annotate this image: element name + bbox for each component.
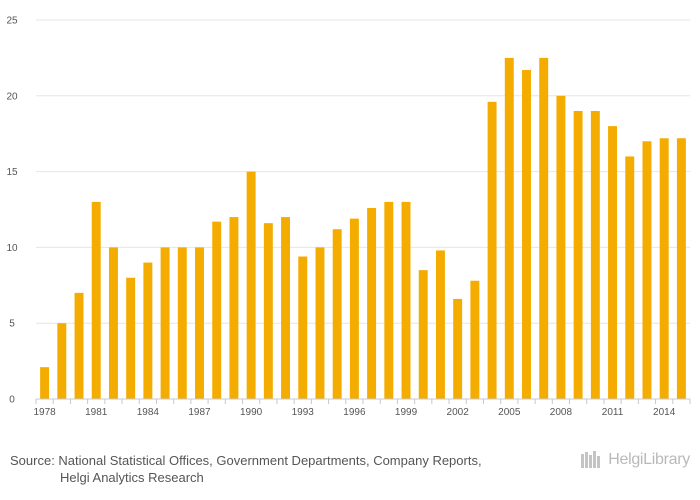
x-tick-label: 2014 <box>653 407 676 418</box>
y-tick-label: 10 <box>6 243 18 254</box>
x-tick-label: 1987 <box>188 407 211 418</box>
x-tick-label: 1978 <box>33 407 56 418</box>
bar-2013 <box>642 141 652 399</box>
bar-1993 <box>298 256 308 399</box>
bar-2001 <box>435 250 445 399</box>
library-icon <box>581 451 601 468</box>
source-line-1: Source: National Statistical Offices, Go… <box>10 453 482 468</box>
bar-2002 <box>453 298 463 399</box>
bar-1999 <box>401 201 411 399</box>
bar-1981 <box>91 201 101 399</box>
x-tick-label: 1999 <box>395 407 418 418</box>
bar-1979 <box>57 323 67 399</box>
y-tick-label: 25 <box>6 16 18 27</box>
bar-1989 <box>229 217 239 399</box>
x-tick-label: 2011 <box>602 407 624 418</box>
y-tick-label: 20 <box>6 91 18 102</box>
bar-1983 <box>126 277 136 399</box>
bar-1984 <box>143 262 153 399</box>
source-line-2: Helgi Analytics Research <box>60 470 204 485</box>
bar-2005 <box>504 57 514 400</box>
bar-1982 <box>108 247 118 399</box>
bar-1994 <box>315 247 325 399</box>
x-tick-label: 2005 <box>498 407 521 418</box>
bar-2010 <box>590 110 600 400</box>
x-tick-label: 1990 <box>240 407 263 418</box>
x-tick-label: 1996 <box>343 407 366 418</box>
x-axis: 1978 1981 1984 1987 1990 1993 1996 1999 2002 2005… <box>33 398 691 418</box>
bar-2006 <box>522 70 531 399</box>
bar-1985 <box>160 247 170 399</box>
logo-text: HelgiLibrary <box>608 451 690 468</box>
bar-1996 <box>349 218 359 399</box>
bar-2008 <box>556 95 566 400</box>
bar-2014 <box>659 138 669 400</box>
bar-2009 <box>573 110 583 400</box>
bar-1998 <box>384 201 394 399</box>
bar-2012 <box>625 156 635 399</box>
helgi-library-logo: HelgiLibrary <box>580 450 690 470</box>
y-tick-label: 15 <box>6 167 18 178</box>
y-axis: 0 5 10 15 20 25 <box>6 16 18 406</box>
x-tick-label: 2008 <box>550 407 573 418</box>
bar-2011 <box>608 126 618 400</box>
bar-1987 <box>195 247 204 399</box>
bar-1980 <box>74 292 84 399</box>
bar-1986 <box>177 247 187 399</box>
y-tick-label: 0 <box>9 395 15 406</box>
bar-2000 <box>418 270 428 399</box>
x-tick-label: 2002 <box>447 407 470 418</box>
x-tick-label: 1993 <box>292 407 315 418</box>
x-tick-label: 1984 <box>137 407 160 418</box>
bar-2004 <box>487 101 497 399</box>
bar-1978 <box>40 367 50 399</box>
bar-2007 <box>539 57 549 400</box>
source-note: Source: National Statistical Offices, Go… <box>10 452 482 486</box>
bar-1997 <box>367 207 377 399</box>
bar-2015 <box>676 138 686 400</box>
bar-1992 <box>281 217 291 399</box>
bar-1990 <box>246 171 256 399</box>
bar-2003 <box>470 280 480 399</box>
bars <box>40 57 686 400</box>
bar-1995 <box>332 229 342 399</box>
bar-1991 <box>263 223 273 399</box>
bar-1988 <box>212 221 222 399</box>
x-tick-label: 1981 <box>85 407 108 418</box>
y-tick-label: 5 <box>9 319 15 330</box>
